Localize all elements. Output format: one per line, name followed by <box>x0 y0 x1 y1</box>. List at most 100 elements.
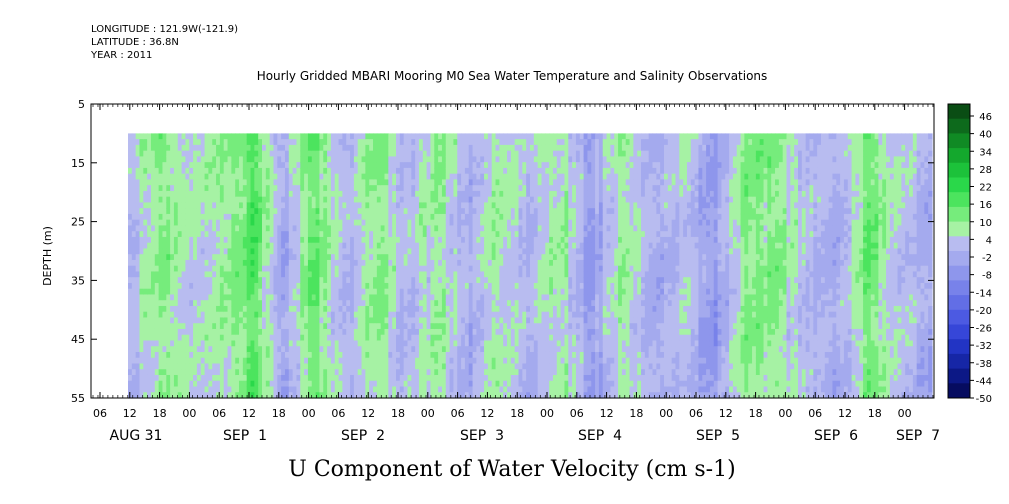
heatmap-cell <box>147 167 152 175</box>
heatmap-cell <box>281 242 286 250</box>
heatmap-cell <box>284 242 290 250</box>
heatmap-cell <box>392 173 397 181</box>
heatmap-cell <box>407 185 412 192</box>
heatmap-cell <box>418 162 424 169</box>
heatmap-cell <box>468 271 474 278</box>
heatmap-cell <box>193 179 198 186</box>
heatmap-cell <box>518 179 523 186</box>
heatmap-cell <box>296 323 301 330</box>
heatmap-cell <box>415 317 420 324</box>
heatmap-cell <box>315 139 321 146</box>
heatmap-cell <box>273 294 278 301</box>
heatmap-cell <box>384 162 389 169</box>
heatmap-cell <box>296 202 301 209</box>
heatmap-cell <box>346 363 351 370</box>
heatmap-cell <box>242 179 248 186</box>
heatmap-cell <box>518 300 523 307</box>
heatmap-cell <box>284 133 290 140</box>
heatmap-cell <box>472 208 477 215</box>
heatmap-cell <box>128 196 133 204</box>
heatmap-cell <box>281 139 286 146</box>
heatmap-cell <box>350 190 355 198</box>
heatmap-cell <box>373 346 378 353</box>
heatmap-cell <box>212 323 217 330</box>
heatmap-cell <box>143 346 148 353</box>
heatmap-cell <box>208 231 213 238</box>
heatmap-cell <box>346 162 351 169</box>
heatmap-cell <box>281 380 286 388</box>
heatmap-cell <box>342 208 347 215</box>
heatmap-cell <box>181 328 187 336</box>
heatmap-cell <box>373 282 378 290</box>
heatmap-cell <box>296 300 301 307</box>
heatmap-cell <box>143 380 148 388</box>
heatmap-cell <box>537 346 543 353</box>
heatmap-cell <box>147 374 152 382</box>
heatmap-cell <box>522 213 527 221</box>
heatmap-cell <box>449 340 455 347</box>
heatmap-cell <box>162 363 167 370</box>
heatmap-cell <box>288 351 294 359</box>
heatmap-cell <box>319 386 324 393</box>
heatmap-cell <box>392 392 397 399</box>
heatmap-cell <box>235 190 240 198</box>
heatmap-cell <box>357 265 363 273</box>
heatmap-cell <box>254 323 259 330</box>
heatmap-cell <box>457 386 462 393</box>
heatmap-cell <box>361 311 366 319</box>
heatmap-cell <box>526 231 531 238</box>
heatmap-cell <box>147 357 152 365</box>
heatmap-cell <box>484 374 489 382</box>
heatmap-cell <box>189 386 194 393</box>
heatmap-cell <box>150 265 156 273</box>
heatmap-cell <box>487 242 493 250</box>
heatmap-cell <box>262 357 267 365</box>
heatmap-cell <box>530 311 535 319</box>
heatmap-cell <box>204 133 209 140</box>
heatmap-cell <box>231 231 236 238</box>
heatmap-cell <box>277 323 282 330</box>
heatmap-cell <box>212 185 217 192</box>
heatmap-cell <box>453 277 458 284</box>
heatmap-cell <box>139 133 144 140</box>
heatmap-cell <box>369 334 374 342</box>
heatmap-cell <box>327 213 332 221</box>
heatmap-cell <box>235 236 240 244</box>
heatmap-cell <box>131 150 137 158</box>
heatmap-cell <box>235 202 240 209</box>
heatmap-cell <box>361 328 366 336</box>
heatmap-cell <box>495 219 500 227</box>
heatmap-cell <box>476 213 481 221</box>
heatmap-cell <box>399 139 405 146</box>
heatmap-cell <box>342 380 347 388</box>
heatmap-cell <box>288 311 294 319</box>
heatmap-cell <box>265 144 271 152</box>
heatmap-cell <box>384 282 389 290</box>
heatmap-cell <box>461 133 466 140</box>
heatmap-cell <box>307 254 313 261</box>
heatmap-cell <box>503 208 508 215</box>
heatmap-cell <box>334 254 340 261</box>
heatmap-cell <box>388 248 393 255</box>
heatmap-cell <box>181 150 187 158</box>
heatmap-cell <box>380 369 386 376</box>
heatmap-cell <box>204 173 209 181</box>
heatmap-cell <box>315 144 321 152</box>
heatmap-cell <box>162 346 167 353</box>
heatmap-cell <box>189 254 194 261</box>
heatmap-cell <box>350 167 355 175</box>
heatmap-cell <box>269 311 275 319</box>
heatmap-cell <box>173 386 179 393</box>
heatmap-cell <box>150 156 156 163</box>
heatmap-cell <box>158 380 164 388</box>
heatmap-cell <box>139 231 144 238</box>
heatmap-cell <box>445 271 451 278</box>
heatmap-cell <box>503 288 508 296</box>
heatmap-cell <box>315 328 321 336</box>
heatmap-cell <box>185 340 190 347</box>
heatmap-cell <box>510 162 516 169</box>
heatmap-cell <box>526 248 531 255</box>
heatmap-cell <box>365 386 370 393</box>
heatmap-cell <box>292 294 298 301</box>
heatmap-cell <box>441 323 447 330</box>
